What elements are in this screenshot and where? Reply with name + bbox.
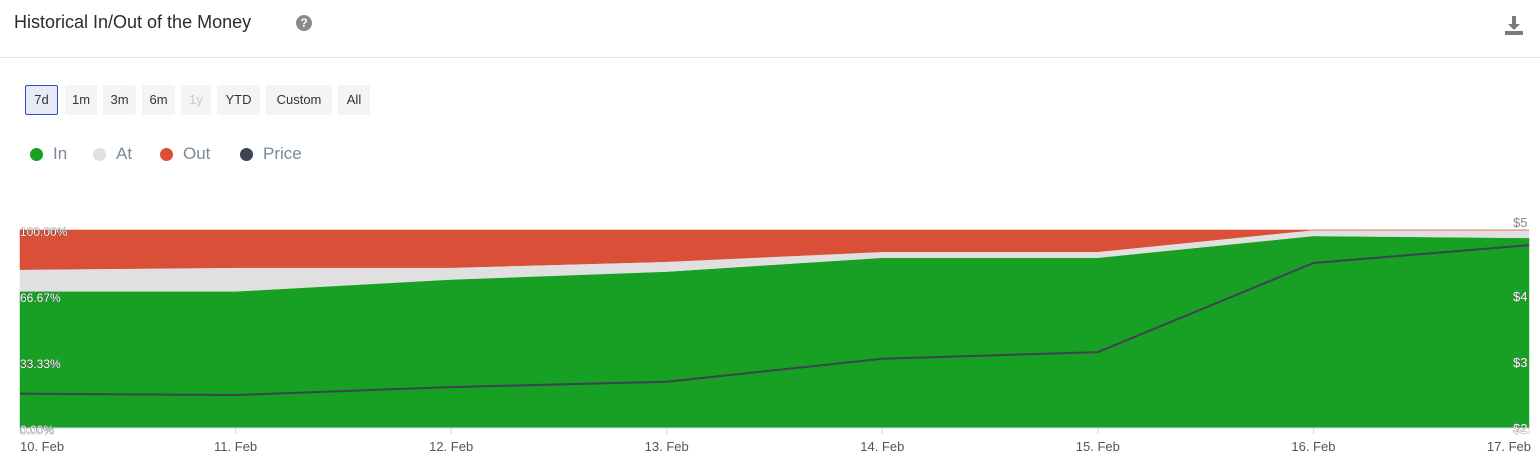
- x-tick-label: 14. Feb: [860, 439, 904, 454]
- price-line: [19, 244, 1530, 397]
- range-button-1y: 1y: [181, 85, 211, 115]
- legend-marker-at: [93, 148, 106, 161]
- x-tick-label: 17. Feb: [1487, 439, 1531, 454]
- area-out: [19, 229, 1529, 270]
- y-right-tick-label: $5: [1513, 215, 1527, 230]
- y-right-tick-label: $4: [1513, 289, 1527, 304]
- range-button-all[interactable]: All: [338, 85, 370, 115]
- legend-label-at: At: [116, 144, 133, 163]
- y-left-tick-label: 66.67%: [20, 291, 61, 305]
- range-button-7d[interactable]: 7d: [25, 85, 58, 115]
- legend-marker-in: [30, 148, 43, 161]
- legend-marker-out: [160, 148, 173, 161]
- range-button-6m[interactable]: 6m: [142, 85, 175, 115]
- download-icon[interactable]: [1503, 14, 1525, 36]
- x-tick-label: 12. Feb: [429, 439, 473, 454]
- chart-title: Historical In/Out of the Money: [14, 12, 252, 32]
- x-tick-label: 16. Feb: [1291, 439, 1335, 454]
- y-left-tick-label: 100.00%: [20, 225, 68, 239]
- question-circle-icon[interactable]: ?: [296, 15, 312, 31]
- legend-label-price: Price: [263, 144, 302, 163]
- legend-label-in: In: [53, 144, 68, 163]
- x-tick-label: 15. Feb: [1076, 439, 1120, 454]
- legend-label-out: Out: [183, 144, 211, 163]
- x-tick-label: 13. Feb: [645, 439, 689, 454]
- range-button-custom[interactable]: Custom: [266, 85, 332, 115]
- range-button-1m[interactable]: 1m: [65, 85, 97, 115]
- chart-header: Historical In/Out of the Money ?: [0, 0, 1540, 58]
- y-left-tick-label: 33.33%: [20, 357, 61, 371]
- y-right-tick-label: $3: [1513, 355, 1527, 370]
- y-left-tick-label: 0.00%: [20, 423, 54, 437]
- y-right-tick-label: $2: [1513, 421, 1527, 436]
- x-tick-label: 10. Feb: [20, 439, 64, 454]
- range-button-3m[interactable]: 3m: [103, 85, 136, 115]
- x-tick-label: 11. Feb: [214, 439, 257, 454]
- range-button-ytd[interactable]: YTD: [217, 85, 260, 115]
- legend-marker-price: [240, 148, 253, 161]
